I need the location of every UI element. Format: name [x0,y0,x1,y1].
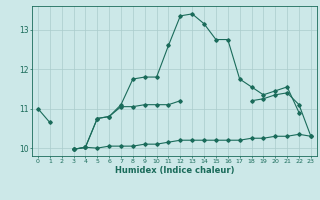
X-axis label: Humidex (Indice chaleur): Humidex (Indice chaleur) [115,166,234,175]
